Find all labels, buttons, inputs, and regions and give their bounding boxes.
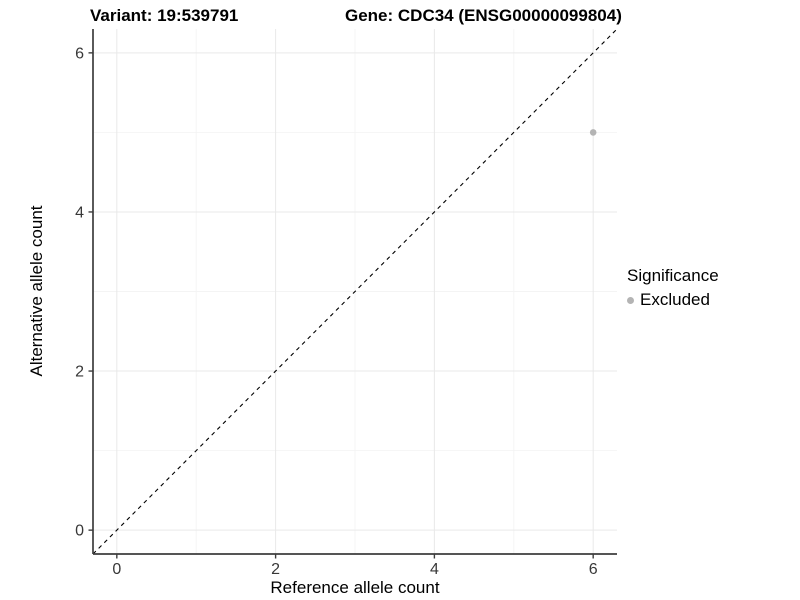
x-axis-title: Reference allele count (270, 578, 440, 597)
x-tick-label: 2 (271, 561, 280, 578)
y-tick-label: 0 (75, 523, 84, 540)
y-tick-label: 6 (75, 45, 84, 62)
identity-dashed-line (92, 28, 618, 555)
legend: Significance Excluded (627, 266, 719, 310)
plot-title-gene: Gene: CDC34 (ENSG00000099804) (345, 6, 622, 25)
legend-items: Excluded (627, 290, 719, 310)
x-tick-label: 0 (112, 561, 121, 578)
legend-item: Excluded (627, 290, 719, 310)
legend-title: Significance (627, 266, 719, 285)
y-tick-label: 4 (75, 204, 84, 221)
data-point (589, 129, 597, 136)
x-tick-label: 4 (430, 561, 439, 578)
legend-point-icon (627, 296, 634, 304)
y-axis-title: Alternative allele count (27, 205, 46, 377)
legend-item-label: Excluded (640, 290, 710, 309)
plot-title-variant: Variant: 19:539791 (90, 6, 239, 25)
x-tick-label: 6 (589, 561, 598, 578)
y-tick-label: 2 (75, 364, 84, 381)
